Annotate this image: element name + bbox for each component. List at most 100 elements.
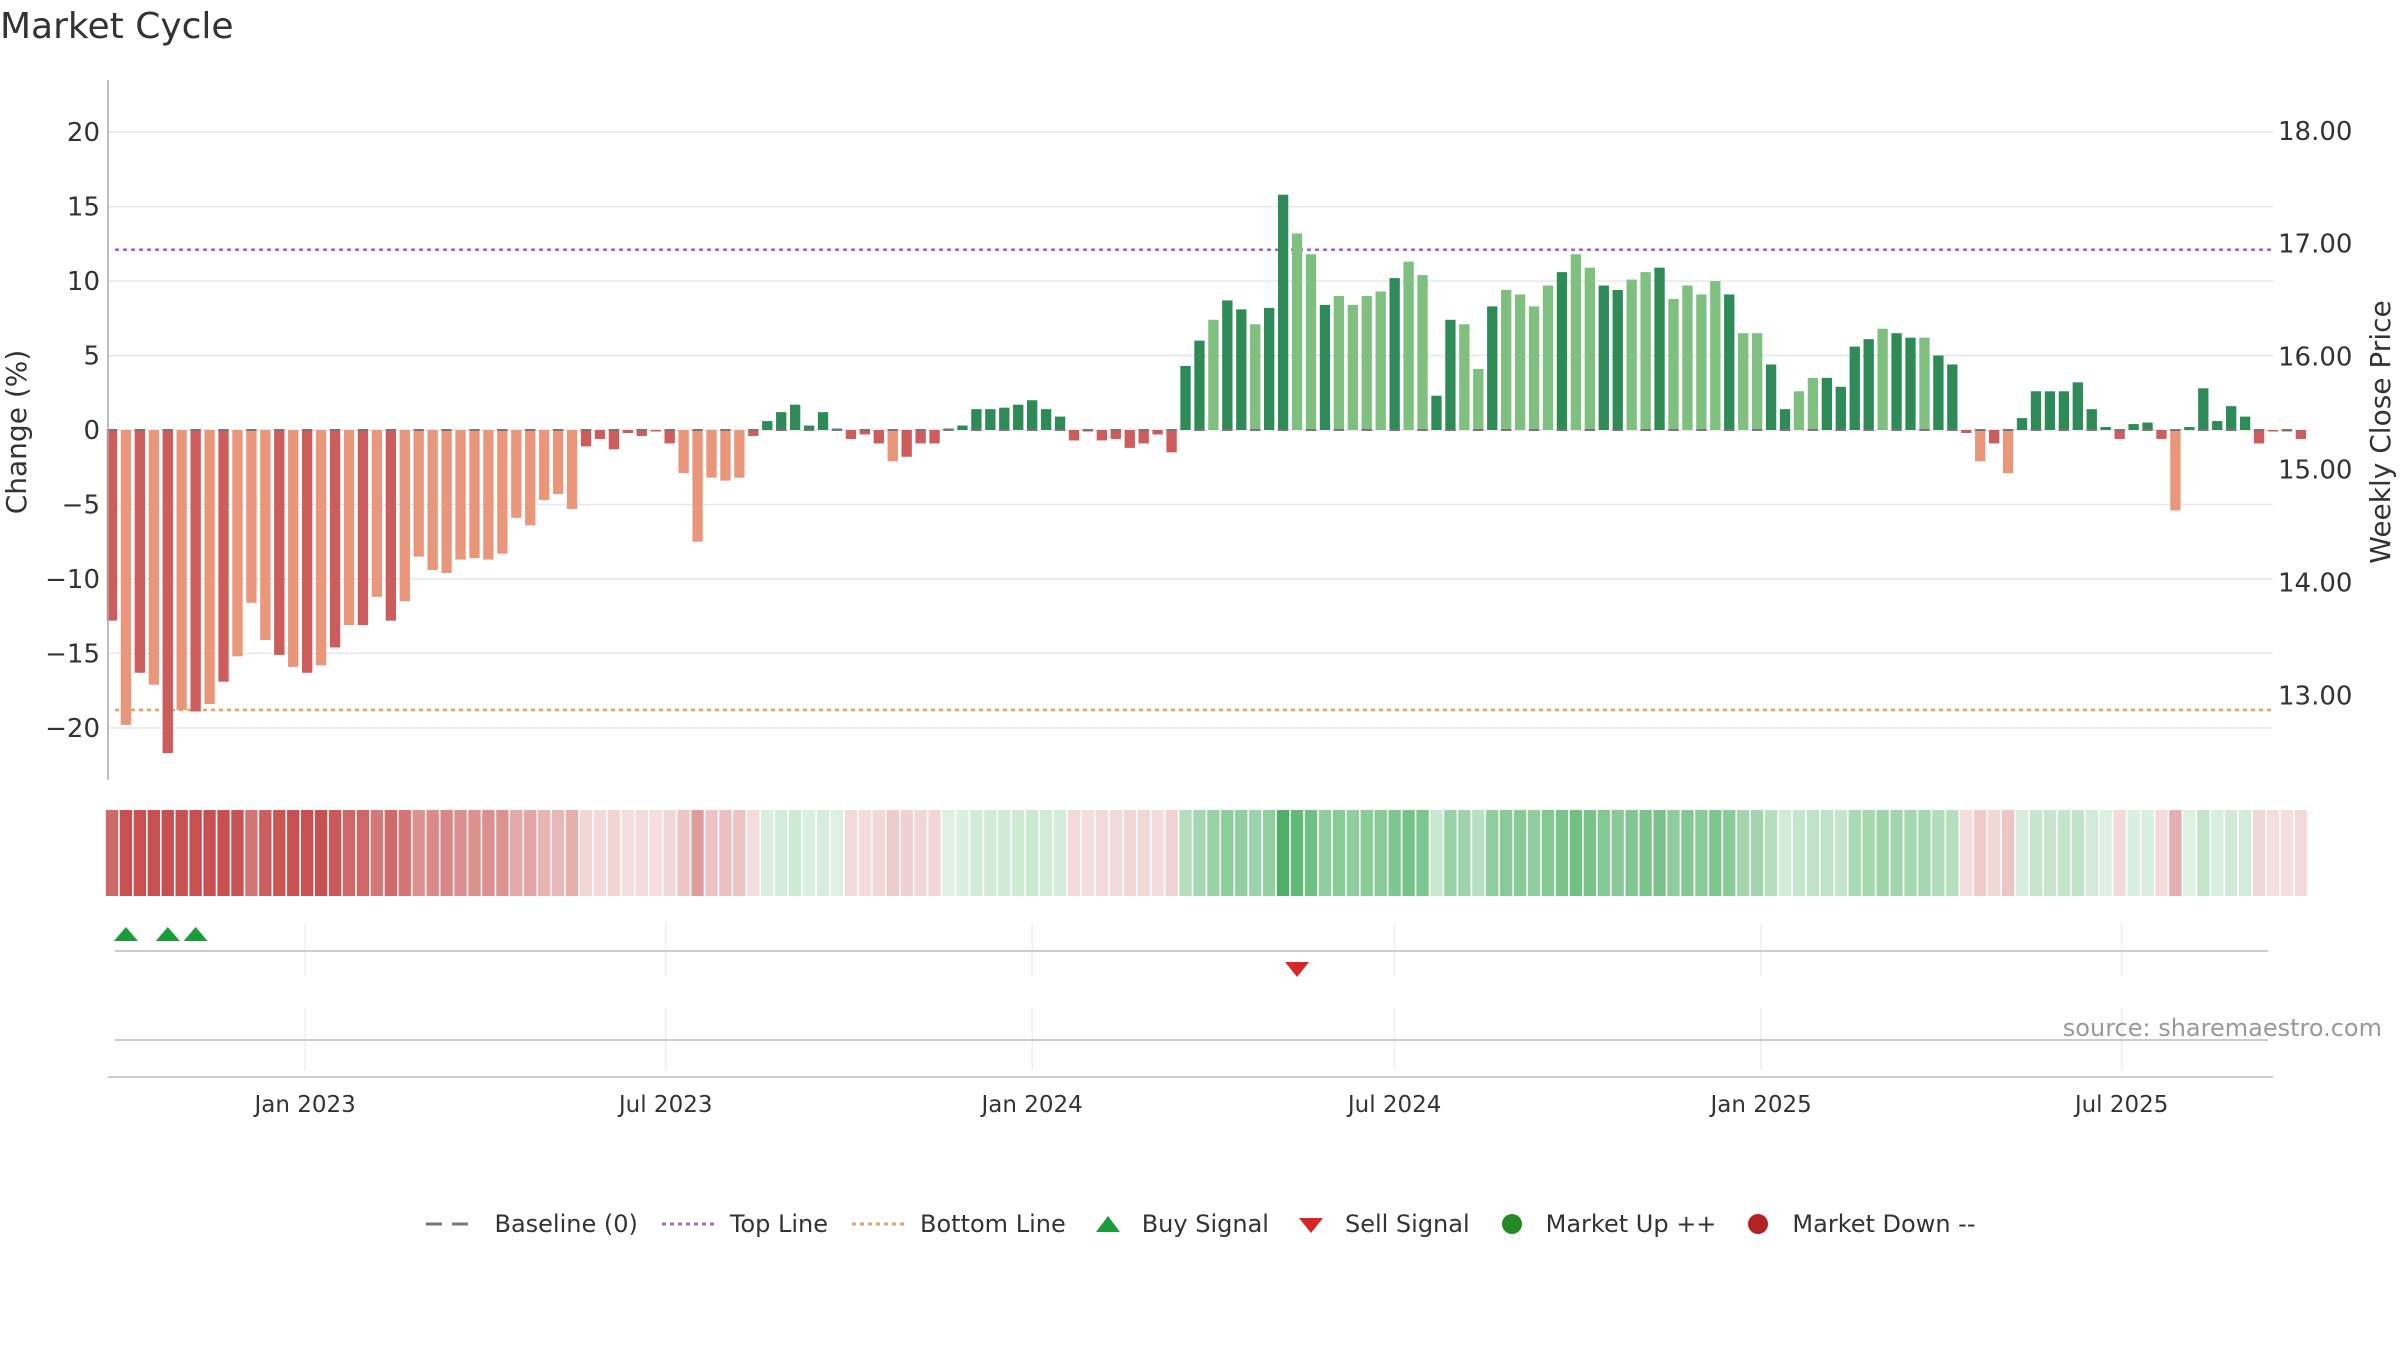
heatmap-cell — [1095, 810, 1109, 896]
y-tick-label: 0 — [83, 416, 100, 446]
market-down-dot-icon — [1748, 1214, 1769, 1234]
change-bar — [1835, 386, 1846, 430]
heatmap-cell — [147, 810, 160, 896]
heatmap-cell — [1165, 810, 1178, 896]
change-bar — [1863, 339, 1874, 430]
heatmap-cell — [2043, 810, 2057, 896]
change-bar — [636, 430, 647, 436]
change-bar — [2128, 424, 2139, 430]
heatmap-cell — [928, 810, 941, 896]
heatmap-cell — [691, 810, 704, 896]
change-bar — [2267, 430, 2279, 432]
heatmap-cell — [1221, 810, 1234, 896]
change-bar — [2295, 430, 2307, 439]
buy-signal-marker — [113, 927, 138, 941]
top-line-dot-icon — [661, 1222, 714, 1226]
y2-tick-label: 16.00 — [2278, 343, 2352, 373]
change-bar — [734, 430, 745, 478]
heatmap-cell — [844, 810, 858, 896]
y-tick-label: −20 — [45, 714, 100, 744]
change-bar — [455, 430, 466, 560]
heatmap-cell — [621, 810, 635, 896]
change-bar — [1668, 298, 1679, 430]
legend-item-bottom-line: Bottom Line — [850, 1210, 1066, 1238]
heatmap-cell — [886, 810, 899, 896]
heatmap-cell — [705, 810, 718, 896]
legend-label-buy: Buy Signal — [1141, 1210, 1269, 1238]
heatmap-cell — [2057, 810, 2071, 896]
change-bar — [1682, 285, 1693, 430]
legend-label-market-up: Market Up ++ — [1545, 1210, 1717, 1238]
change-bar — [260, 430, 271, 640]
heatmap-cell — [1193, 810, 1206, 896]
change-bar — [1765, 364, 1777, 430]
change-bar — [1473, 368, 1484, 430]
change-bar — [1347, 304, 1358, 430]
heatmap-cell — [1513, 810, 1527, 896]
heatmap-cell — [538, 810, 551, 896]
y2-axis-ticks: 18.00 17.00 16.00 15.00 14.00 13.00 — [2278, 117, 2352, 712]
heatmap-cell — [593, 810, 607, 896]
heatmap-cell — [1667, 810, 1680, 896]
legend-label-market-down: Market Down -- — [1792, 1210, 1976, 1238]
heatmap-cell — [1318, 810, 1332, 896]
heatmap-cell — [1709, 810, 1722, 896]
main-gridlines — [108, 131, 2273, 729]
heatmap-cell — [1486, 810, 1499, 896]
change-bar — [106, 430, 118, 621]
change-bar — [957, 425, 968, 430]
change-bar — [2156, 430, 2167, 439]
change-bar — [1166, 430, 1177, 453]
heatmap-cell — [1081, 810, 1095, 896]
heatmap-cell — [1862, 810, 1875, 896]
chart-title: Market Cycle — [0, 6, 234, 47]
x-axis-ticks: Jan 2023 Jul 2023 Jan 2024 Jul 2024 Jan 2025… — [108, 1076, 2273, 1118]
change-bar — [357, 430, 369, 626]
change-bar — [803, 425, 815, 430]
change-bar — [1779, 409, 1791, 430]
change-bar — [1026, 400, 1038, 430]
heatmap-cell — [1151, 810, 1164, 896]
change-bar — [1821, 377, 1833, 430]
heatmap-cell — [775, 810, 788, 896]
heatmap-cell — [1109, 810, 1122, 896]
heatmap-cell — [119, 810, 133, 896]
change-bar — [1403, 261, 1414, 430]
price-heatmap-band — [105, 810, 2308, 896]
change-bar — [2044, 391, 2056, 430]
change-bar — [2212, 421, 2223, 430]
legend-label-baseline: Baseline (0) — [494, 1210, 638, 1238]
change-bar — [789, 404, 801, 430]
change-bar — [2030, 391, 2042, 430]
heatmap-cell — [1053, 810, 1067, 896]
change-bar — [1291, 233, 1303, 430]
heatmap-cell — [1207, 810, 1220, 896]
change-bar — [1054, 416, 1066, 430]
heatmap-cell — [1039, 810, 1053, 896]
change-bar — [1877, 328, 1888, 430]
change-bar — [692, 430, 703, 542]
heatmap-cell — [1932, 810, 1945, 896]
heatmap-cell — [1876, 810, 1889, 896]
heatmap-cell — [1625, 810, 1638, 896]
change-bar — [246, 430, 257, 603]
heatmap-cell — [412, 810, 425, 896]
change-bar — [608, 430, 620, 450]
x-tick-label: Jul 2025 — [2073, 1092, 2169, 1118]
change-bar — [2002, 430, 2014, 474]
change-bar — [1989, 430, 2000, 444]
change-bar — [1236, 309, 1247, 430]
y2-tick-label: 15.00 — [2278, 456, 2352, 486]
heatmap-cell — [998, 810, 1011, 896]
y2-tick-label: 17.00 — [2278, 230, 2352, 260]
change-bar — [1849, 346, 1860, 430]
heatmap-cell — [1235, 810, 1248, 896]
heatmap-cell — [1402, 810, 1415, 896]
change-bar — [204, 430, 215, 705]
heatmap-cell — [1778, 810, 1792, 896]
change-bar — [1138, 430, 1149, 444]
change-bar — [2239, 416, 2251, 430]
heatmap-cell — [161, 810, 174, 896]
buy-signal-marker — [155, 927, 180, 941]
change-bar — [706, 430, 717, 478]
